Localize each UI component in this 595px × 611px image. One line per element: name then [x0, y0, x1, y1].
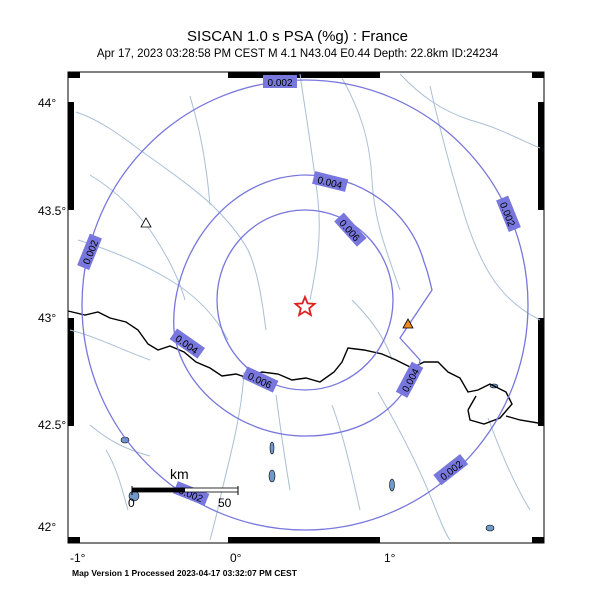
lat-tick: 44° [38, 96, 57, 110]
contour-0-004 [173, 174, 433, 437]
lat-tick: 42.5° [38, 418, 67, 432]
scale-start: 0 [128, 496, 135, 510]
lon-tick: 0° [230, 551, 242, 565]
lakes [120, 383, 499, 532]
contour-0-002 [81, 79, 529, 531]
country-border [67, 310, 545, 425]
map-border [68, 72, 544, 543]
svg-text:0.002: 0.002 [267, 78, 292, 89]
lat-tick: 42° [38, 520, 57, 534]
triangle-icon [140, 217, 152, 228]
triangle-icon [402, 318, 414, 329]
lat-tick: 43.5° [38, 204, 67, 218]
map-frame [67, 71, 545, 544]
psa-contours [81, 79, 529, 531]
lon-tick: 1° [384, 551, 396, 565]
event-info: Apr 17, 2023 03:28:58 PM CEST M 4.1 N43.… [96, 48, 499, 60]
scale-bar [131, 486, 239, 495]
lat-tick: 43° [38, 311, 57, 325]
lon-tick: -1° [70, 551, 86, 565]
processing-footer: Map Version 1 Processed 2023-04-17 03:32… [72, 568, 297, 578]
star-icon [293, 294, 317, 318]
contour-label: 0.002 [263, 75, 297, 89]
scale-unit: km [170, 466, 189, 482]
map-title: SISCAN 1.0 s PSA (%g) : France [187, 28, 408, 45]
contour-0-006 [216, 209, 394, 391]
scale-end: 50 [218, 496, 232, 510]
